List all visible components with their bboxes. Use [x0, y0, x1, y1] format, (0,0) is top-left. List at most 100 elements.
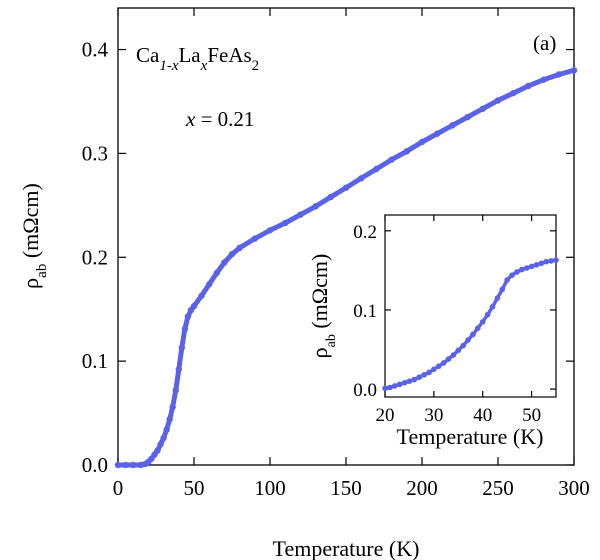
data-point: [391, 383, 398, 389]
main-x-axis-label: Temperature (K): [273, 536, 420, 560]
data-point: [494, 97, 502, 104]
data-point: [479, 105, 486, 112]
y-tick-label: 0.0: [353, 380, 377, 401]
data-point: [465, 337, 471, 343]
data-point: [519, 266, 525, 273]
data-point: [489, 303, 496, 310]
data-point: [373, 165, 380, 173]
data-point: [297, 211, 304, 218]
y-tick-label: 0.4: [82, 38, 109, 62]
data-point: [528, 263, 535, 270]
y-tick-label: 0.2: [82, 245, 108, 269]
x-tick-label: 300: [558, 476, 590, 500]
data-point: [327, 193, 334, 201]
compound-formula-label: Ca1-xLaxFeAs2: [136, 43, 259, 74]
x-tick-label: 150: [330, 476, 362, 500]
data-point: [411, 376, 418, 383]
data-point: [184, 313, 192, 320]
data-point: [475, 325, 481, 331]
inset-plot-frame: [384, 214, 557, 398]
y-tick-label: 0.1: [82, 349, 108, 373]
data-point: [312, 203, 319, 210]
data-point: [160, 434, 167, 442]
data-point: [435, 363, 442, 369]
data-point: [538, 260, 545, 267]
data-point: [514, 269, 520, 275]
data-point: [228, 250, 236, 258]
main-y-axis-label: ρab (mΩcm): [18, 183, 50, 289]
data-point: [533, 262, 540, 268]
data-point: [190, 302, 198, 310]
data-point: [206, 281, 213, 288]
data-point: [553, 257, 559, 263]
data-point: [445, 356, 452, 362]
y-tick-label: 0.3: [82, 141, 108, 165]
data-point: [548, 258, 554, 264]
data-point: [157, 441, 164, 448]
x-tick-label: 20: [376, 405, 395, 426]
x-tick-label: 30: [424, 405, 443, 426]
data-point: [166, 416, 173, 423]
data-point: [181, 325, 189, 333]
data-point: [213, 269, 220, 277]
data-point: [382, 385, 388, 392]
data-point: [221, 259, 228, 266]
data-point: [388, 156, 395, 163]
data-point: [342, 184, 350, 191]
inset-series: [382, 257, 559, 392]
data-point: [178, 344, 186, 351]
data-point: [494, 295, 501, 301]
data-point: [509, 272, 515, 278]
x-tick-label: 250: [482, 476, 514, 500]
data-point: [523, 265, 530, 271]
x-tick-label: 50: [184, 476, 205, 500]
data-point: [460, 342, 466, 349]
data-point: [510, 89, 517, 97]
data-point: [470, 331, 476, 338]
y-tick-label: 0.0: [82, 453, 108, 477]
data-point: [396, 381, 403, 388]
data-point: [282, 219, 289, 227]
data-point: [570, 67, 578, 74]
x-tick-label: 200: [406, 476, 438, 500]
data-point: [450, 352, 457, 358]
data-point: [406, 378, 413, 384]
y-tick-label: 0.1: [353, 301, 377, 322]
data-point: [421, 372, 427, 378]
data-point: [175, 366, 182, 373]
inset-x-axis-label: Temperature (K): [397, 424, 544, 449]
data-point: [525, 82, 532, 90]
data-point: [130, 461, 137, 469]
data-point: [172, 387, 179, 394]
data-point: [401, 379, 408, 386]
panel-label: (a): [533, 31, 556, 55]
inset-y-axis-label: ρab (mΩcm): [307, 254, 339, 359]
data-point: [499, 286, 506, 293]
doping-label: x = 0.21: [185, 107, 254, 131]
data-point: [198, 292, 205, 299]
data-point: [114, 461, 122, 469]
data-point: [479, 319, 486, 325]
data-point: [464, 113, 471, 121]
data-point: [431, 366, 437, 373]
data-point: [543, 258, 550, 265]
data-point: [358, 175, 365, 182]
data-point: [169, 403, 176, 411]
data-point: [455, 347, 462, 354]
data-point: [236, 244, 243, 252]
x-tick-label: 50: [522, 405, 541, 426]
data-point: [251, 235, 258, 242]
data-point: [434, 130, 441, 137]
data-point: [484, 311, 491, 318]
data-point: [387, 384, 393, 391]
data-point: [266, 227, 274, 234]
x-tick-label: 0: [113, 476, 124, 500]
inset-ticks: 20 30 40 50 0.0 0.1 0.2: [353, 215, 556, 426]
data-point: [418, 138, 426, 146]
x-tick-label: 100: [254, 476, 286, 500]
data-point: [403, 148, 410, 155]
main-series: [114, 67, 578, 469]
data-point: [449, 122, 456, 129]
data-point: [416, 374, 423, 381]
